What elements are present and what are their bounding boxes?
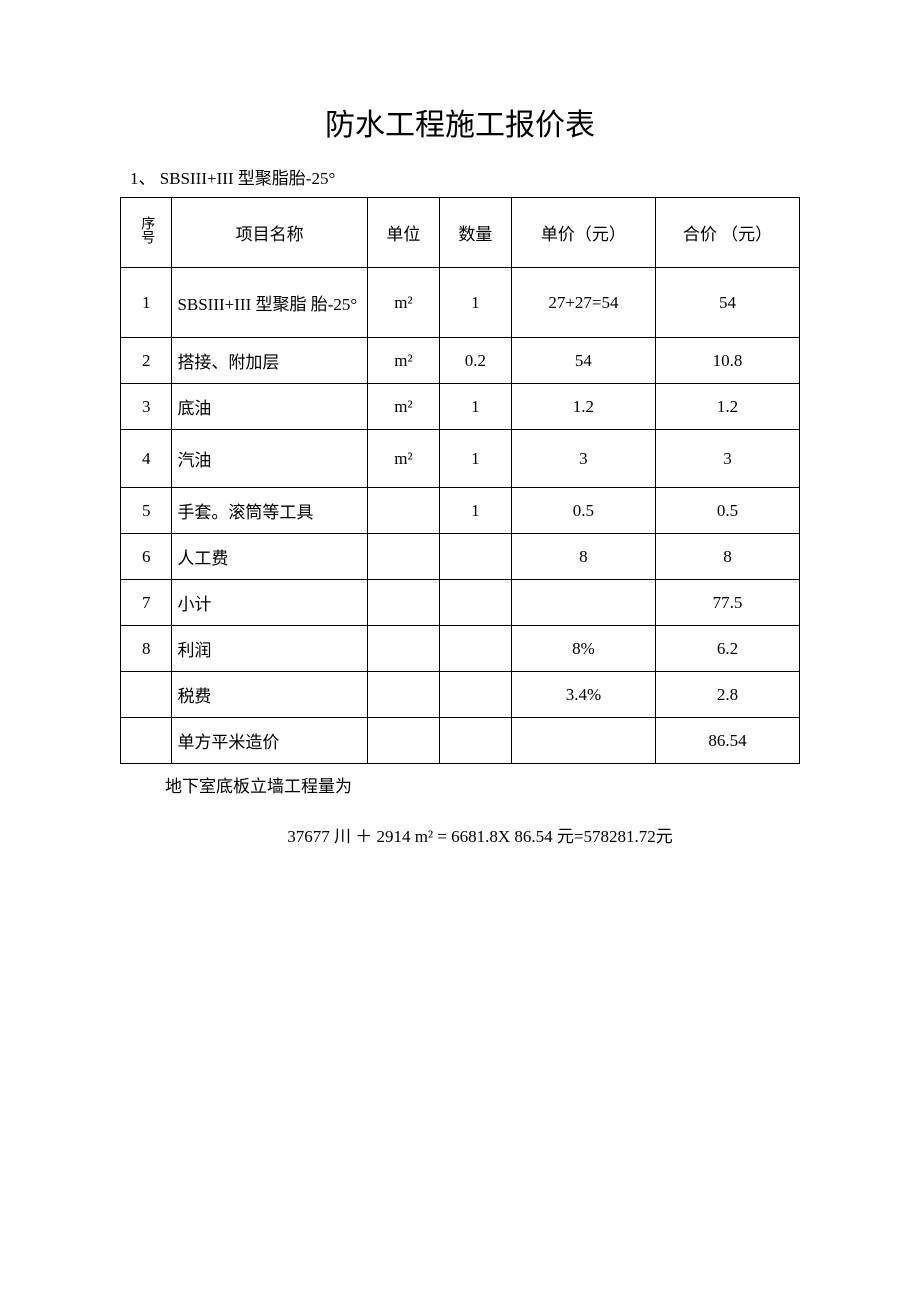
cell-name: 单方平米造价 (172, 718, 367, 764)
cell-name: 小计 (172, 580, 367, 626)
cell-name: 汽油 (172, 430, 367, 488)
cell-num: 4 (121, 430, 172, 488)
cell-unit: m² (367, 430, 439, 488)
cell-price (511, 580, 655, 626)
table-header-row: 序号 项目名称 单位 数量 单价（元） 合价 （元） (121, 198, 800, 268)
cell-name: 税费 (172, 672, 367, 718)
cell-price: 1.2 (511, 384, 655, 430)
cell-qty (439, 626, 511, 672)
table-row: 1 SBSIII+III 型聚脂 胎-25° m² 1 27+27=54 54 (121, 268, 800, 338)
table-row: 5 手套。滚筒等工具 1 0.5 0.5 (121, 488, 800, 534)
cell-unit (367, 580, 439, 626)
header-price: 单价（元） (511, 198, 655, 268)
cell-num: 2 (121, 338, 172, 384)
cell-price: 0.5 (511, 488, 655, 534)
cell-price: 3.4% (511, 672, 655, 718)
cell-num (121, 672, 172, 718)
cell-num: 5 (121, 488, 172, 534)
cell-qty (439, 672, 511, 718)
cell-num: 8 (121, 626, 172, 672)
cell-total: 10.8 (655, 338, 799, 384)
cell-qty (439, 718, 511, 764)
table-row: 单方平米造价 86.54 (121, 718, 800, 764)
cell-name: 底油 (172, 384, 367, 430)
footer-text-2: 37677 川 ＋ 2914 m² = 6681.8X 86.54 元=5782… (120, 822, 800, 847)
cell-qty (439, 534, 511, 580)
cell-price: 3 (511, 430, 655, 488)
header-name: 项目名称 (172, 198, 367, 268)
cell-qty: 0.2 (439, 338, 511, 384)
cell-name: 人工费 (172, 534, 367, 580)
cell-qty: 1 (439, 384, 511, 430)
cell-unit: m² (367, 384, 439, 430)
header-total: 合价 （元） (655, 198, 799, 268)
cell-total: 77.5 (655, 580, 799, 626)
cell-num: 1 (121, 268, 172, 338)
cell-name: 手套。滚筒等工具 (172, 488, 367, 534)
cell-price (511, 718, 655, 764)
cell-qty: 1 (439, 430, 511, 488)
cell-qty: 1 (439, 488, 511, 534)
table-row: 2 搭接、附加层 m² 0.2 54 10.8 (121, 338, 800, 384)
table-row: 税费 3.4% 2.8 (121, 672, 800, 718)
table-row: 8 利润 8% 6.2 (121, 626, 800, 672)
cell-total: 6.2 (655, 626, 799, 672)
cell-qty (439, 580, 511, 626)
quotation-table: 序号 项目名称 单位 数量 单价（元） 合价 （元） 1 SBSIII+III … (120, 197, 800, 764)
cell-unit (367, 534, 439, 580)
cell-total: 8 (655, 534, 799, 580)
cell-unit (367, 626, 439, 672)
cell-num (121, 718, 172, 764)
table-row: 7 小计 77.5 (121, 580, 800, 626)
cell-price: 8 (511, 534, 655, 580)
cell-unit (367, 718, 439, 764)
cell-unit (367, 488, 439, 534)
cell-total: 1.2 (655, 384, 799, 430)
cell-unit: m² (367, 338, 439, 384)
cell-total: 54 (655, 268, 799, 338)
cell-total: 3 (655, 430, 799, 488)
cell-price: 27+27=54 (511, 268, 655, 338)
table-row: 4 汽油 m² 1 3 3 (121, 430, 800, 488)
header-qty: 数量 (439, 198, 511, 268)
table-row: 6 人工费 8 8 (121, 534, 800, 580)
cell-total: 86.54 (655, 718, 799, 764)
cell-num: 3 (121, 384, 172, 430)
cell-name: SBSIII+III 型聚脂 胎-25° (172, 268, 367, 338)
cell-num: 7 (121, 580, 172, 626)
section-subtitle: 1、 SBSIII+III 型聚脂胎-25° (120, 164, 800, 189)
cell-name: 利润 (172, 626, 367, 672)
table-row: 3 底油 m² 1 1.2 1.2 (121, 384, 800, 430)
cell-unit (367, 672, 439, 718)
cell-name: 搭接、附加层 (172, 338, 367, 384)
cell-qty: 1 (439, 268, 511, 338)
header-num: 序号 (121, 198, 172, 268)
cell-unit: m² (367, 268, 439, 338)
cell-price: 8% (511, 626, 655, 672)
header-unit: 单位 (367, 198, 439, 268)
cell-num: 6 (121, 534, 172, 580)
cell-total: 0.5 (655, 488, 799, 534)
footer-text-1: 地下室底板立墙工程量为 (120, 772, 800, 797)
cell-total: 2.8 (655, 672, 799, 718)
page-title: 防水工程施工报价表 (120, 100, 800, 144)
cell-price: 54 (511, 338, 655, 384)
